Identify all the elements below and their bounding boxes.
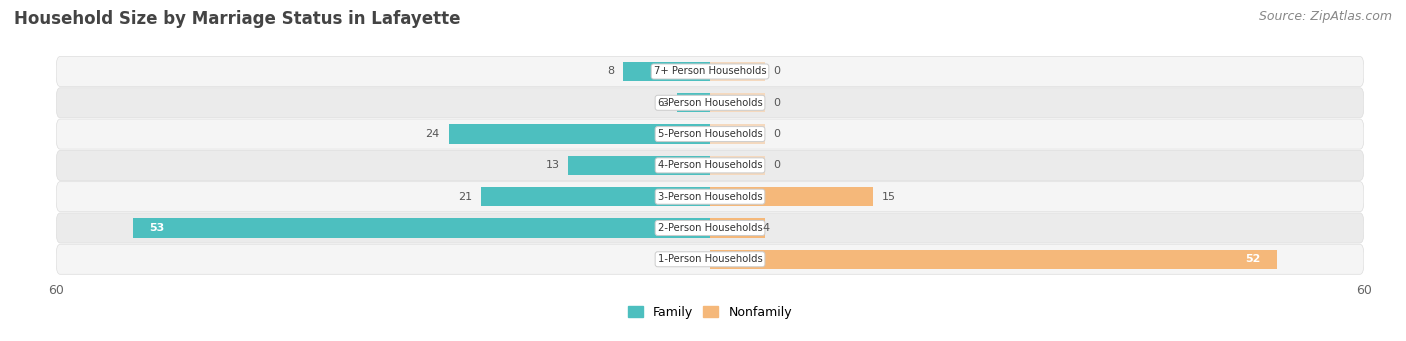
Text: 52: 52: [1244, 254, 1260, 264]
Text: 4: 4: [762, 223, 769, 233]
Text: 3: 3: [662, 98, 669, 108]
Text: 4-Person Households: 4-Person Households: [658, 160, 762, 170]
Text: 0: 0: [773, 160, 780, 170]
FancyBboxPatch shape: [56, 57, 1364, 87]
Text: 8: 8: [607, 66, 614, 76]
Bar: [710, 218, 765, 238]
Text: 6-Person Households: 6-Person Households: [658, 98, 762, 108]
Text: 1-Person Households: 1-Person Households: [658, 254, 762, 264]
FancyBboxPatch shape: [56, 182, 1364, 212]
Text: 21: 21: [458, 192, 472, 202]
Text: 0: 0: [773, 129, 780, 139]
Bar: [710, 124, 765, 144]
Bar: [449, 124, 710, 144]
FancyBboxPatch shape: [56, 213, 1364, 243]
Text: 5-Person Households: 5-Person Households: [658, 129, 762, 139]
Bar: [710, 156, 765, 175]
Text: Household Size by Marriage Status in Lafayette: Household Size by Marriage Status in Laf…: [14, 10, 461, 28]
Text: 13: 13: [546, 160, 560, 170]
Text: 0: 0: [773, 66, 780, 76]
Bar: [481, 187, 710, 206]
Text: 53: 53: [149, 223, 165, 233]
Bar: [710, 187, 873, 206]
FancyBboxPatch shape: [56, 244, 1364, 274]
Text: Source: ZipAtlas.com: Source: ZipAtlas.com: [1258, 10, 1392, 23]
Text: 3-Person Households: 3-Person Households: [658, 192, 762, 202]
FancyBboxPatch shape: [56, 88, 1364, 118]
Text: 24: 24: [426, 129, 440, 139]
FancyBboxPatch shape: [56, 119, 1364, 149]
FancyBboxPatch shape: [56, 150, 1364, 180]
Text: 7+ Person Households: 7+ Person Households: [654, 66, 766, 76]
Text: 2-Person Households: 2-Person Households: [658, 223, 762, 233]
Bar: [132, 218, 710, 238]
Text: 15: 15: [882, 192, 896, 202]
Bar: [710, 62, 765, 81]
Bar: [623, 62, 710, 81]
Bar: [710, 93, 765, 113]
Bar: [568, 156, 710, 175]
Text: 0: 0: [773, 98, 780, 108]
Bar: [678, 93, 710, 113]
Bar: [710, 250, 1277, 269]
Legend: Family, Nonfamily: Family, Nonfamily: [623, 301, 797, 324]
